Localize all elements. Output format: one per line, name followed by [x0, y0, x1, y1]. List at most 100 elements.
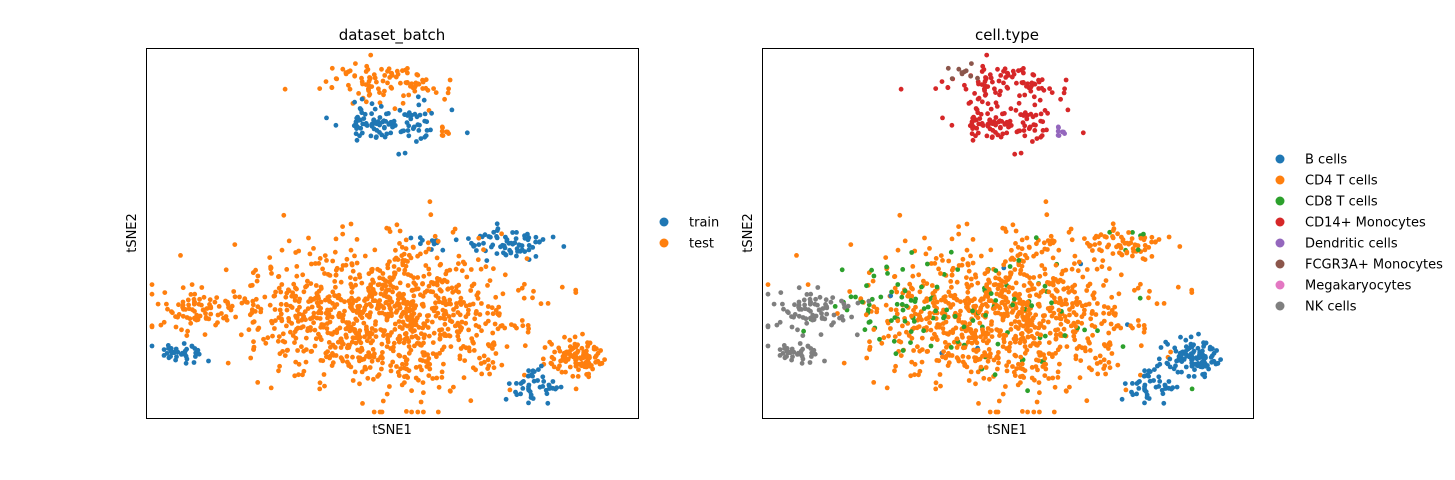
scatter-point	[1012, 151, 1018, 157]
scatter-point	[406, 133, 412, 139]
scatter-point	[192, 308, 197, 314]
scatter-point	[777, 319, 783, 325]
scatter-point	[979, 99, 985, 105]
scatter-point	[1072, 253, 1078, 259]
scatter-point	[913, 296, 918, 302]
scatter-point	[385, 80, 390, 86]
scatter-point	[173, 357, 179, 363]
scatter-point	[1081, 311, 1087, 317]
scatter-point	[361, 320, 367, 326]
scatter-point	[964, 275, 969, 280]
scatter-point	[987, 280, 992, 285]
scatter-point	[1021, 128, 1027, 133]
scatter-point	[1146, 396, 1152, 401]
scatter-point	[520, 379, 525, 385]
scatter-point	[1016, 361, 1021, 367]
scatter-point	[193, 354, 198, 359]
scatter-point	[1025, 409, 1030, 415]
scatter-point	[1021, 259, 1026, 264]
scatter-point	[293, 335, 299, 341]
scatter-point	[1020, 373, 1025, 379]
scatter-point	[1039, 249, 1045, 255]
scatter-point	[957, 312, 962, 318]
scatter-point	[813, 296, 818, 302]
scatter-point	[1078, 358, 1084, 363]
scatter-point	[993, 100, 999, 106]
scatter-point	[380, 276, 386, 282]
scatter-point	[435, 310, 441, 316]
scatter-point	[932, 331, 937, 337]
scatter-point	[1046, 376, 1052, 381]
scatter-point	[525, 237, 531, 243]
scatter-point	[325, 315, 330, 321]
scatter-point	[494, 251, 500, 256]
scatter-point	[1058, 332, 1064, 338]
scatter-point	[989, 319, 994, 325]
scatter-point	[1033, 112, 1039, 118]
scatter-point	[333, 284, 338, 290]
scatter-point	[312, 343, 318, 349]
scatter-point	[993, 115, 999, 120]
scatter-point	[447, 297, 453, 303]
scatter-point	[409, 323, 415, 329]
scatter-point	[367, 75, 372, 80]
scatter-point	[848, 294, 854, 300]
scatter-point	[996, 398, 1002, 404]
scatter-point	[924, 281, 930, 286]
scatter-point	[518, 391, 523, 397]
scatter-point	[388, 307, 394, 312]
scatter-point	[381, 333, 386, 338]
scatter-point	[944, 344, 949, 350]
scatter-point	[292, 298, 298, 303]
scatter-point	[949, 122, 955, 128]
scatter-point	[456, 337, 462, 343]
scatter-point	[527, 389, 533, 395]
scatter-point	[824, 311, 830, 317]
scatter-point	[301, 289, 307, 295]
scatter-point	[295, 348, 300, 353]
scatter-point	[1130, 381, 1135, 386]
scatter-point	[272, 326, 277, 331]
scatter-point	[373, 334, 379, 339]
scatter-point	[445, 129, 450, 135]
scatter-point	[1046, 340, 1052, 345]
scatter-point	[794, 253, 799, 258]
scatter-point	[831, 312, 837, 318]
scatter-point	[1091, 296, 1097, 301]
scatter-point	[921, 278, 926, 284]
scatter-point	[1163, 339, 1169, 345]
scatter-point	[248, 355, 254, 361]
scatter-point	[1022, 339, 1028, 345]
scatter-point	[332, 345, 338, 350]
scatter-point	[991, 282, 997, 288]
scatter-point	[992, 86, 997, 92]
scatter-point	[502, 272, 508, 278]
scatter-point	[1099, 321, 1104, 327]
scatter-point	[311, 310, 317, 316]
scatter-point	[1141, 323, 1147, 328]
scatter-point	[1090, 248, 1095, 253]
scatter-point	[262, 294, 268, 300]
scatter-point	[1002, 302, 1008, 308]
scatter-point	[416, 377, 421, 383]
scatter-point	[1101, 310, 1106, 316]
scatter-point	[425, 325, 431, 330]
scatter-point	[945, 314, 951, 320]
scatter-point	[1034, 399, 1040, 405]
scatter-point	[492, 321, 498, 327]
scatter-point	[486, 234, 492, 239]
scatter-point	[384, 294, 390, 300]
scatter-point	[586, 371, 591, 377]
scatter-point	[406, 368, 412, 373]
scatter-point	[401, 251, 407, 257]
scatter-point	[226, 305, 231, 310]
scatter-point	[796, 285, 802, 291]
scatter-point	[1118, 272, 1124, 278]
panel-2-xlabel: tSNE1	[987, 423, 1027, 438]
scatter-point	[514, 253, 519, 259]
scatter-point	[395, 292, 401, 298]
scatter-point	[938, 383, 943, 389]
scatter-point	[823, 297, 829, 303]
scatter-point	[845, 303, 851, 309]
scatter-point	[874, 309, 880, 315]
